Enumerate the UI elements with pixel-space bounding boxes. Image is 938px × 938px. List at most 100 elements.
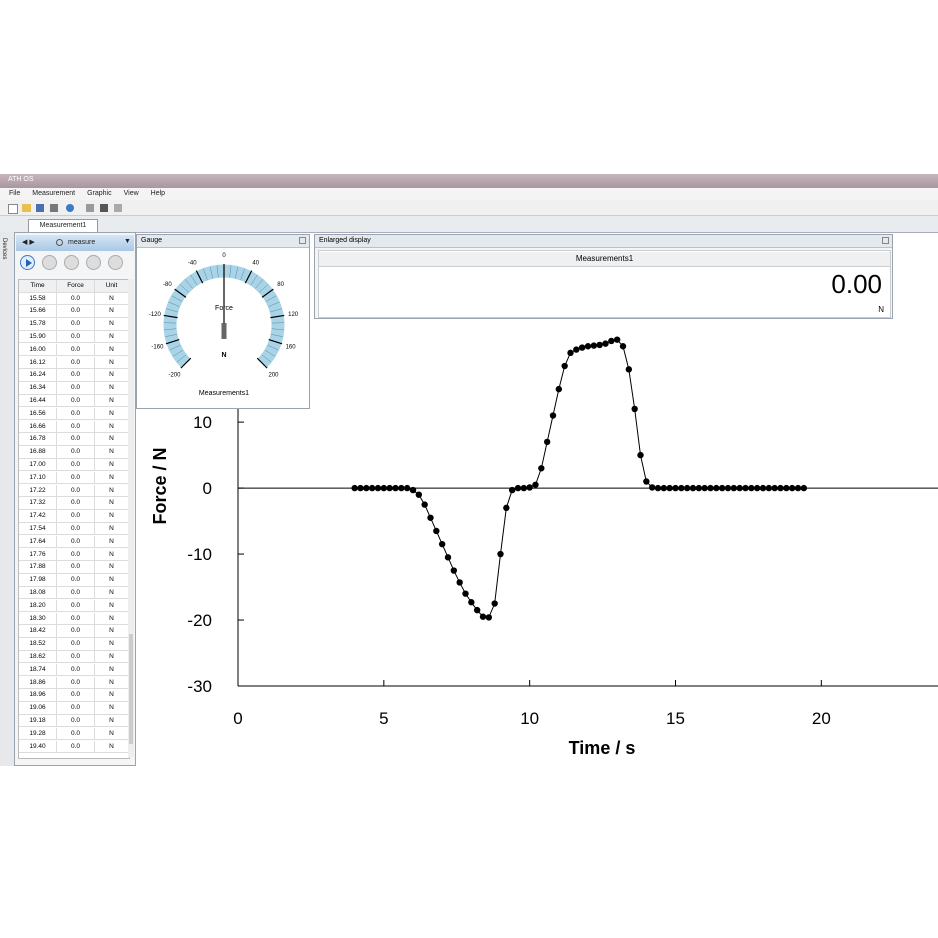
table-cell: N	[95, 497, 129, 510]
data-point	[742, 484, 749, 492]
dropdown[interactable]: ▼	[124, 238, 131, 245]
tab[interactable]: Measurement1	[28, 219, 98, 233]
table-cell: 18.96	[19, 689, 57, 702]
data-point	[415, 491, 423, 498]
menu-item[interactable]: Help	[150, 190, 166, 197]
play-button[interactable]	[20, 255, 35, 270]
tool-icon[interactable]	[114, 204, 122, 212]
menu-item[interactable]: View	[123, 190, 139, 197]
table-cell: 0.0	[57, 420, 95, 433]
table-cell: N	[95, 407, 129, 421]
data-point	[444, 554, 452, 561]
table-cell: N	[95, 484, 129, 497]
gauge: Force N Measurements1 -200-160-120-80-40…	[137, 248, 309, 408]
menu-item[interactable]: File	[9, 190, 21, 197]
data-point	[363, 484, 370, 492]
table-cell: 0.0	[57, 676, 95, 689]
table-cell: 16.12	[19, 356, 57, 369]
display-source: Measurements1	[319, 252, 890, 267]
table-cell: 0.0	[57, 650, 95, 664]
table-cell: N	[95, 522, 129, 536]
table-cell: 0.0	[57, 548, 95, 561]
table-cell: 0.0	[57, 522, 95, 536]
table-cell: N	[95, 676, 129, 689]
tool-icon[interactable]	[50, 204, 58, 212]
window-title: ATH OS	[8, 176, 34, 183]
gauge-minor-tick	[166, 308, 178, 313]
tool-icon[interactable]	[100, 204, 108, 212]
data-point	[479, 613, 487, 620]
table-cell: 0.0	[57, 714, 95, 728]
table-cell: 0.0	[57, 458, 95, 472]
data-point	[514, 484, 522, 492]
table-cell: 0.0	[57, 330, 95, 344]
tool-icon[interactable]	[22, 204, 31, 212]
y-tick-label: -10	[187, 545, 212, 564]
data-point	[631, 405, 638, 413]
table-cell: 17.76	[19, 548, 57, 561]
x-tick-label: 15	[666, 709, 685, 728]
table-cell: 0.0	[57, 407, 95, 421]
table-cell: 18.74	[19, 663, 57, 677]
tool-icon[interactable]	[36, 204, 44, 212]
table-cell: 19.18	[19, 714, 57, 728]
table-cell: 0.0	[57, 394, 95, 408]
menu-item[interactable]: Graphic	[87, 190, 112, 197]
table-cell: N	[95, 394, 129, 408]
gauge-minor-tick	[176, 354, 187, 363]
side-tab[interactable]: Devices	[1, 238, 7, 260]
table-cell: N	[95, 650, 129, 664]
gauge-hub	[221, 323, 227, 339]
table-cell: N	[95, 702, 129, 715]
table-cell: N	[95, 689, 129, 702]
table-cell: 0.0	[57, 586, 95, 600]
data-point	[584, 343, 592, 350]
gauge-tick	[256, 357, 268, 369]
pause-button[interactable]	[42, 255, 57, 270]
tool-icon[interactable]	[8, 204, 18, 214]
data-point	[456, 579, 463, 586]
table-cell: 16.00	[19, 343, 57, 357]
data-point	[491, 600, 498, 607]
table-cell: 18.08	[19, 586, 57, 600]
table-cell: N	[95, 535, 129, 549]
table-cell: N	[95, 612, 129, 625]
button[interactable]	[86, 255, 101, 270]
nav-arrows[interactable]: ◀ ▶	[22, 239, 35, 246]
scrollbar[interactable]	[128, 279, 134, 757]
tool-icon[interactable]	[66, 204, 74, 212]
display-title: Enlarged display	[315, 235, 892, 248]
table-cell: 18.20	[19, 599, 57, 613]
data-point	[608, 337, 615, 345]
data-point	[759, 484, 767, 492]
close-button[interactable]	[299, 237, 306, 244]
table-cell: 17.64	[19, 535, 57, 549]
data-point	[771, 484, 778, 492]
table-cell: N	[95, 586, 129, 600]
gauge-minor-tick	[190, 274, 198, 286]
data-point	[718, 484, 726, 492]
gauge-unit: N	[221, 352, 226, 359]
table-cell: 15.90	[19, 330, 57, 344]
display-unit: N	[878, 305, 884, 314]
data-point	[654, 484, 662, 492]
table-cell: 17.88	[19, 561, 57, 574]
table-cell: N	[95, 599, 129, 613]
gauge-minor-tick	[265, 295, 277, 302]
table-cell: 18.86	[19, 676, 57, 689]
gauge-minor-tick	[209, 266, 214, 279]
gauge-title: Gauge	[137, 235, 309, 248]
gauge-minor-tick	[179, 284, 189, 293]
stop-button[interactable]	[64, 255, 79, 270]
menu-item[interactable]: Measurement	[32, 190, 76, 197]
table-cell: 17.00	[19, 458, 57, 472]
table-cell: 15.58	[19, 292, 57, 305]
gauge-minor-tick	[250, 274, 258, 286]
gauge-minor-tick	[240, 268, 246, 281]
table-cell: N	[95, 318, 129, 331]
close-button[interactable]	[882, 237, 889, 244]
button[interactable]	[108, 255, 123, 270]
tool-icon[interactable]	[86, 204, 94, 212]
data-point	[532, 481, 539, 488]
gauge-tick-label: 40	[252, 261, 259, 267]
